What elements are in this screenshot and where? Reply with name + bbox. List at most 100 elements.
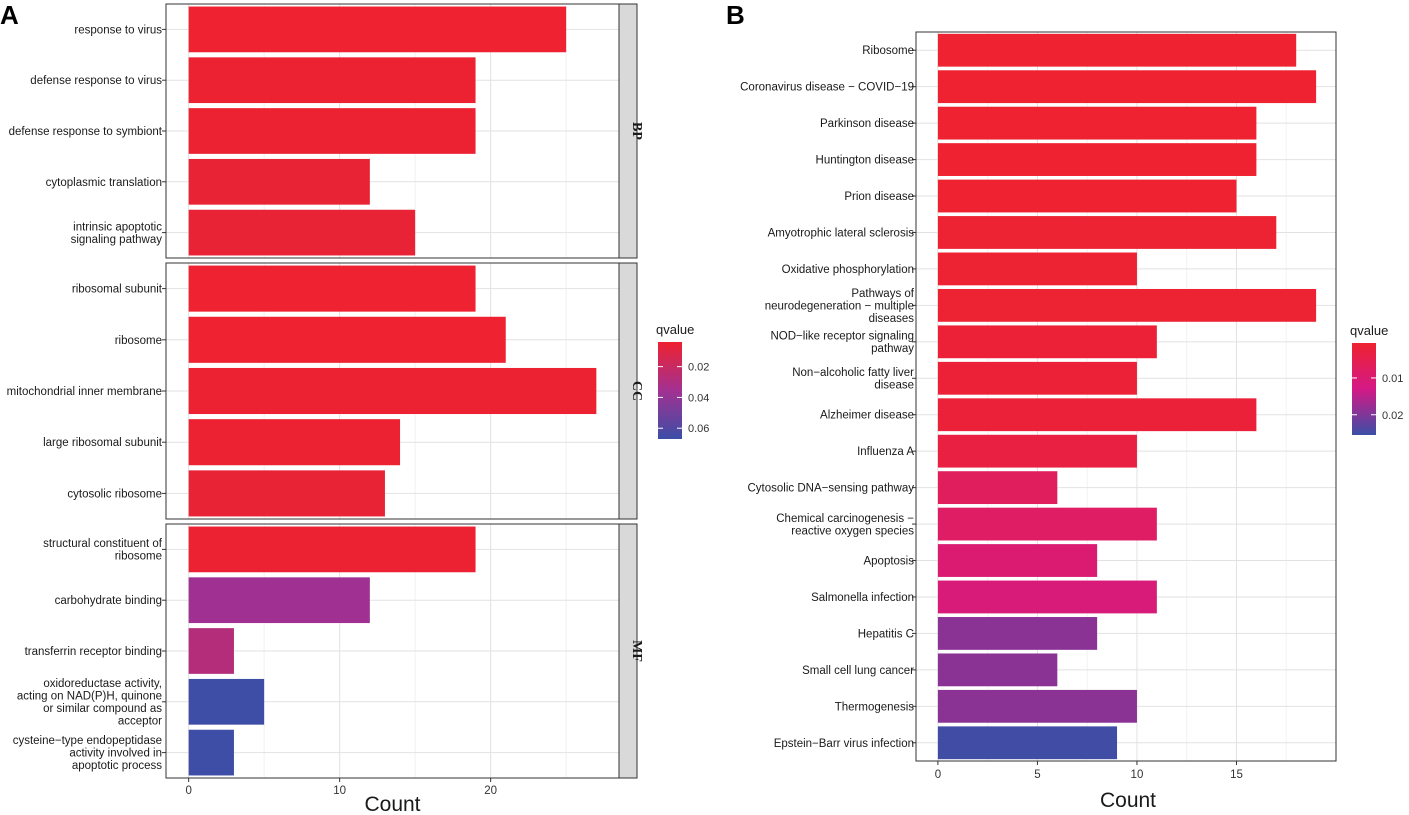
bar <box>188 628 234 674</box>
a-legend-colorbar <box>658 342 682 439</box>
category-label: Small cell lung cancer <box>802 665 914 677</box>
category-label: mitochondrial inner membrane <box>7 386 162 398</box>
bar <box>937 143 1257 176</box>
category-label: Oxidative phosphorylation <box>782 264 914 276</box>
category-label: ribosome <box>115 335 162 347</box>
b-legend-title: qvalue <box>1350 323 1388 338</box>
bar <box>937 471 1058 505</box>
bar <box>937 689 1137 723</box>
bar <box>937 544 1098 577</box>
x-tick-label: 20 <box>484 785 497 797</box>
x-tick-label: 15 <box>1230 769 1243 781</box>
a-legend-tick-label: 0.06 <box>688 423 709 435</box>
bar <box>937 252 1137 286</box>
category-label: Epstein−Barr virus infection <box>774 738 914 750</box>
bar <box>188 526 476 573</box>
bar <box>188 158 370 205</box>
x-tick-label: 10 <box>1131 769 1144 781</box>
bar <box>937 398 1257 432</box>
category-label: Amyotrophic lateral sclerosis <box>768 227 915 239</box>
category-label: structural constituent of ribosome <box>43 538 163 563</box>
category-label: large ribosomal subunit <box>43 437 163 449</box>
category-label: carbohydrate binding <box>55 595 162 607</box>
category-label: Thermogenesis <box>835 701 915 713</box>
a-legend-tick-label: 0.04 <box>688 392 709 404</box>
category-label: oxidoreductase activity, acting on NAD(P)… <box>17 678 162 728</box>
bar <box>937 33 1297 67</box>
b-legend-tick-label: 0.01 <box>1382 373 1403 385</box>
bar <box>937 70 1317 104</box>
category-label: Chemical carcinogenesis − reactive oxygen… <box>776 513 914 538</box>
category-label: ribosomal subunit <box>72 284 163 296</box>
panel-b-label: B <box>726 0 745 30</box>
bar <box>188 678 265 725</box>
category-label: cysteine−type endopeptidase activity invo… <box>13 735 163 772</box>
facet-strip-label: CC <box>629 381 644 401</box>
bar <box>188 108 476 154</box>
a-legend-title: qvalue <box>656 322 694 337</box>
bar <box>188 470 385 517</box>
category-label: cytoplasmic translation <box>46 177 162 189</box>
bar <box>937 216 1277 249</box>
panel-b-chart: Ribosome Coronavirus disease − COVID−19 Pa… <box>740 31 1403 812</box>
facet-mf: structural constituent of ribosome carbohy… <box>13 523 644 779</box>
category-label: defense response to virus <box>30 75 162 87</box>
category-label: response to virus <box>74 24 162 36</box>
bar <box>937 179 1237 213</box>
category-label: Coronavirus disease − COVID−19 <box>740 82 914 94</box>
bar <box>188 316 506 363</box>
bar <box>937 434 1137 468</box>
bar <box>937 325 1157 359</box>
category-label: NOD−like receptor signaling pathway <box>771 331 915 356</box>
x-tick-label: 0 <box>935 769 941 781</box>
a-legend-tick-label: 0.02 <box>688 362 709 374</box>
plot-background <box>916 32 1336 761</box>
category-label: intrinsic apoptotic signaling pathway <box>71 221 163 246</box>
category-label: transferrin receptor binding <box>25 646 162 658</box>
category-label: defense response to symbiont <box>9 126 163 138</box>
category-label: Apoptosis <box>863 556 914 568</box>
category-label: Pathways of neurodegeneration − multiple d… <box>765 288 915 325</box>
bar <box>937 288 1317 322</box>
category-label: Influenza A <box>857 446 914 458</box>
bar <box>188 419 401 466</box>
panel-a-chart: response to virus defense response to vir… <box>7 3 709 815</box>
bar <box>937 617 1098 650</box>
category-label: cytosolic ribosome <box>67 488 162 500</box>
category-label: Salmonella infection <box>811 592 914 604</box>
bar <box>188 577 370 624</box>
b-legend-colorbar <box>1352 343 1376 435</box>
category-label: Hepatitis C <box>858 628 914 640</box>
bar <box>188 6 567 53</box>
facet-strip <box>618 3 638 259</box>
bar <box>937 653 1058 687</box>
bar <box>937 361 1137 395</box>
bar <box>188 265 476 312</box>
facet-cc: ribosomal subunit ribosome mitochondrial i… <box>7 262 644 520</box>
category-label: Prion disease <box>844 191 914 203</box>
category-label: Non−alcoholic fatty liver disease <box>792 367 914 392</box>
b-legend-tick-label: 0.02 <box>1382 410 1403 422</box>
bar <box>188 729 234 776</box>
facet-strip <box>618 523 638 779</box>
facet-strip <box>618 262 638 520</box>
bar <box>937 507 1157 541</box>
category-label: Ribosome <box>862 45 914 57</box>
bar <box>937 726 1118 760</box>
category-label: Parkinson disease <box>820 118 914 130</box>
category-label: Cytosolic DNA−sensing pathway <box>747 483 914 495</box>
x-tick-label: 0 <box>185 785 191 797</box>
category-label: Huntington disease <box>816 155 914 167</box>
x-axis-title: Count <box>1100 789 1156 812</box>
category-label: Alzheimer disease <box>820 410 914 422</box>
plot-border <box>915 31 1337 762</box>
x-tick-label: 10 <box>333 785 346 797</box>
bar <box>937 106 1257 140</box>
bar <box>188 367 597 415</box>
facet-strip-label: BP <box>629 122 644 140</box>
bar <box>937 580 1157 614</box>
bar <box>188 209 416 256</box>
x-tick-label: 5 <box>1034 769 1040 781</box>
facet-bp: response to virus defense response to vir… <box>9 3 644 259</box>
